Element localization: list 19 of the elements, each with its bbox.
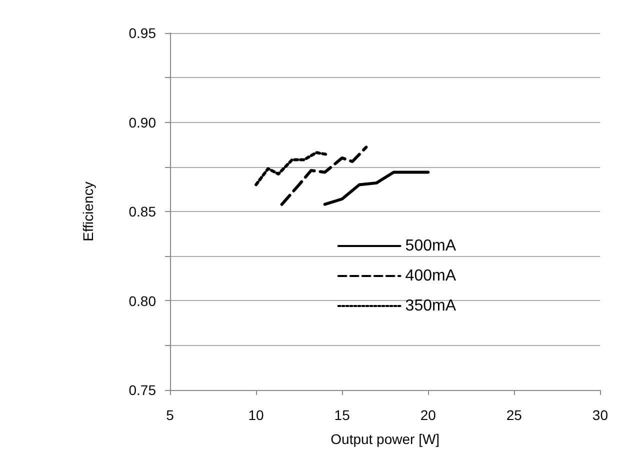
y-tick-label: 0.90 xyxy=(128,114,156,130)
line-series xyxy=(280,146,368,206)
y-tick-label: 0.95 xyxy=(128,25,156,41)
line-series xyxy=(323,170,430,206)
legend-label: 400mA xyxy=(405,268,456,284)
x-tick-label: 20 xyxy=(420,407,436,423)
legend-label: 500mA xyxy=(405,238,456,254)
line-series xyxy=(254,151,328,186)
y-tick-label: 0.80 xyxy=(128,292,156,309)
y-tick-label: 0.85 xyxy=(128,204,156,220)
x-tick-label: 30 xyxy=(592,407,608,423)
x-tick-label: 10 xyxy=(248,407,264,423)
x-axis-title: Output power [W] xyxy=(330,431,440,447)
legend-label: 350mA xyxy=(405,298,456,314)
x-tick-label: 25 xyxy=(506,407,522,423)
y-axis-title: Efficiency xyxy=(80,182,96,242)
x-tick-label: 15 xyxy=(334,407,350,423)
y-tick-label: 0.75 xyxy=(128,382,156,398)
x-tick-label: 5 xyxy=(166,407,174,423)
